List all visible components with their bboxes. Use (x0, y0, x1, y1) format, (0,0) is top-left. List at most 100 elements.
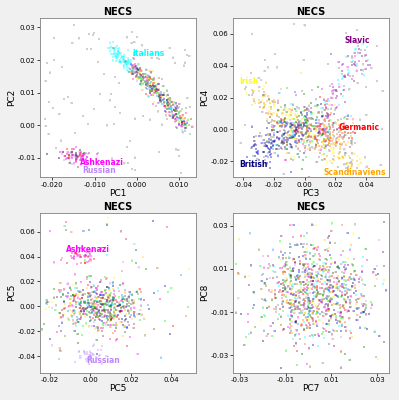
Point (333, 86, 339, 93)
Point (312, 103, 318, 109)
Point (90, 343, 97, 349)
Point (105, 45, 112, 52)
Point (293, 138, 299, 144)
Point (78, 150, 84, 156)
Point (129, 298, 136, 304)
Point (322, 102, 328, 109)
Point (317, 311, 323, 318)
Point (302, 315, 309, 321)
Point (148, 92, 154, 98)
Point (287, 117, 293, 123)
Point (316, 126, 323, 132)
Point (167, 97, 173, 103)
Point (344, 309, 350, 315)
Point (282, 156, 288, 163)
Point (290, 284, 296, 290)
Point (324, 306, 331, 313)
Point (303, 124, 310, 130)
Point (112, 304, 118, 311)
Point (80, 307, 87, 314)
Point (78, 300, 84, 306)
Point (283, 286, 289, 293)
Point (117, 308, 123, 314)
Point (107, 303, 113, 310)
Point (334, 279, 340, 285)
Point (321, 122, 328, 128)
Point (260, 137, 267, 143)
Point (126, 303, 132, 310)
Point (310, 298, 316, 304)
Point (319, 152, 326, 158)
Point (84, 259, 91, 265)
Point (296, 254, 302, 260)
Point (77, 157, 84, 163)
Point (345, 71, 351, 78)
Point (146, 306, 152, 312)
Point (84, 300, 91, 306)
Point (155, 100, 162, 106)
Point (99, 302, 106, 308)
Point (143, 73, 149, 80)
Point (292, 294, 299, 300)
Point (116, 299, 122, 306)
Point (264, 143, 270, 150)
Point (327, 143, 333, 149)
Point (304, 106, 311, 112)
Point (342, 141, 349, 148)
Point (138, 74, 145, 80)
Point (167, 98, 174, 105)
Point (302, 117, 308, 123)
Point (67, 296, 73, 302)
Point (168, 103, 174, 109)
Point (78, 315, 85, 322)
Point (125, 298, 132, 304)
Point (282, 116, 288, 122)
Point (67, 158, 73, 165)
Point (95, 328, 101, 334)
Point (322, 286, 328, 292)
Point (249, 123, 255, 130)
Point (270, 146, 277, 152)
Point (304, 126, 311, 132)
Point (326, 118, 332, 124)
Point (276, 311, 282, 318)
Point (275, 100, 281, 106)
Point (356, 46, 362, 52)
Point (107, 45, 113, 51)
Point (293, 292, 299, 298)
Point (117, 282, 123, 288)
Point (120, 56, 126, 62)
Point (260, 94, 266, 100)
Point (292, 128, 298, 134)
Point (154, 92, 161, 99)
Point (94, 355, 101, 361)
Point (159, 76, 166, 82)
Point (125, 64, 132, 71)
Point (276, 89, 282, 96)
Point (158, 100, 165, 107)
Point (124, 57, 131, 63)
Point (129, 71, 136, 77)
Point (110, 54, 117, 60)
Point (142, 71, 148, 77)
Point (256, 84, 263, 90)
Point (60, 291, 66, 297)
Point (130, 300, 136, 307)
Point (282, 286, 288, 293)
Point (119, 53, 125, 60)
Point (296, 300, 302, 306)
Point (178, 117, 184, 123)
Point (88, 284, 94, 291)
Point (169, 115, 175, 121)
Point (168, 105, 175, 111)
Point (106, 303, 112, 309)
Point (65, 316, 72, 322)
Point (113, 44, 119, 51)
Point (363, 298, 369, 304)
Point (317, 267, 323, 274)
Point (391, 289, 398, 295)
Point (71, 285, 78, 291)
Point (342, 262, 348, 268)
Point (347, 335, 354, 342)
Point (73, 157, 79, 164)
